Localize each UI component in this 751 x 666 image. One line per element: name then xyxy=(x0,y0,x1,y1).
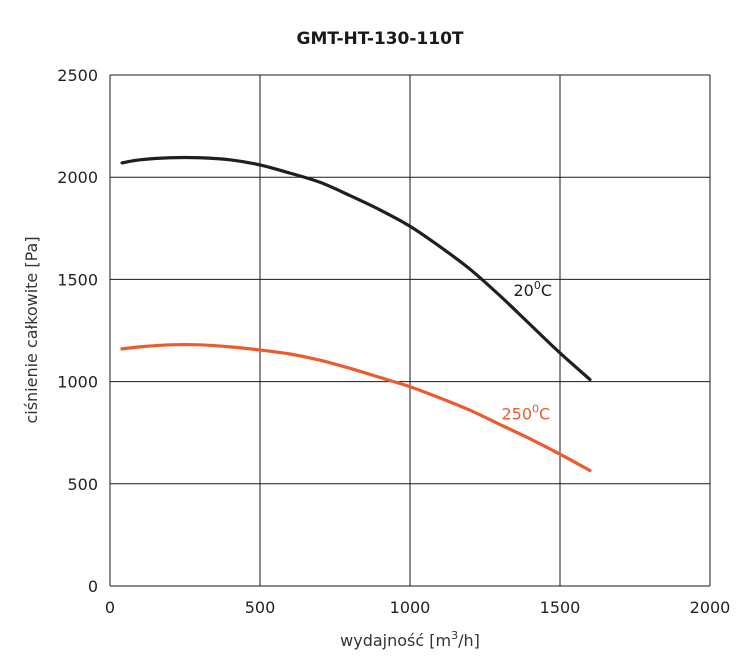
y-tick-label-3: 1500 xyxy=(57,270,98,289)
grid-lines xyxy=(109,74,711,587)
y-tick-label-4: 2000 xyxy=(57,168,98,187)
y-tick-labels: 0 500 1000 1500 2000 2500 xyxy=(57,66,98,596)
x-axis-label: wydajność [m3/h] xyxy=(340,629,480,650)
series-labels: 200C 2500C xyxy=(502,279,553,424)
series-label-1: 2500C xyxy=(502,402,551,423)
chart-title: GMT-HT-130-110T xyxy=(296,29,463,49)
y-tick-label-0: 0 xyxy=(88,577,98,596)
series-line-1 xyxy=(120,342,592,473)
series-line-0 xyxy=(120,155,592,382)
x-tick-label-3: 1500 xyxy=(540,598,581,617)
y-tick-label-2: 1000 xyxy=(57,373,98,392)
x-tick-label-0: 0 xyxy=(105,598,115,617)
x-tick-label-4: 2000 xyxy=(690,598,731,617)
series-label-0: 200C xyxy=(514,279,553,300)
y-tick-label-5: 2500 xyxy=(57,66,98,85)
y-axis-label: ciśnienie całkowite [Pa] xyxy=(22,236,41,423)
x-tick-labels: 0 500 1000 1500 2000 xyxy=(105,598,730,617)
x-tick-label-1: 500 xyxy=(245,598,276,617)
x-tick-label-2: 1000 xyxy=(390,598,431,617)
y-tick-label-1: 500 xyxy=(67,475,98,494)
series-lines xyxy=(120,155,592,473)
